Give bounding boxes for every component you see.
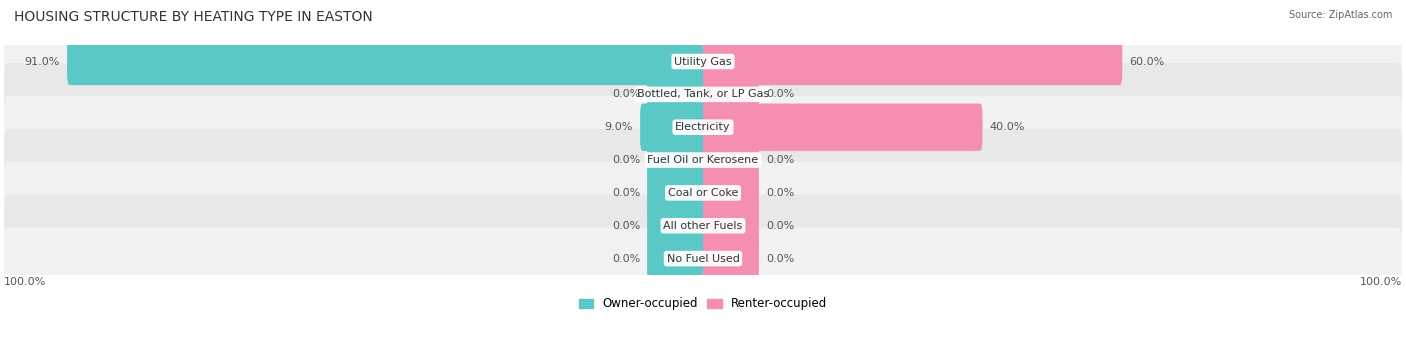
FancyBboxPatch shape	[647, 169, 703, 217]
FancyBboxPatch shape	[4, 63, 1402, 125]
Text: Fuel Oil or Kerosene: Fuel Oil or Kerosene	[647, 155, 759, 165]
FancyBboxPatch shape	[4, 129, 1402, 191]
Text: 40.0%: 40.0%	[990, 122, 1025, 132]
FancyBboxPatch shape	[647, 136, 703, 184]
Text: 100.0%: 100.0%	[4, 277, 46, 287]
FancyBboxPatch shape	[4, 227, 1402, 290]
Text: Source: ZipAtlas.com: Source: ZipAtlas.com	[1288, 10, 1392, 20]
Text: 0.0%: 0.0%	[612, 188, 640, 198]
Text: Utility Gas: Utility Gas	[675, 57, 731, 66]
Text: 0.0%: 0.0%	[766, 221, 794, 231]
FancyBboxPatch shape	[703, 136, 759, 184]
FancyBboxPatch shape	[67, 38, 703, 85]
Legend: Owner-occupied, Renter-occupied: Owner-occupied, Renter-occupied	[579, 297, 827, 311]
Text: 0.0%: 0.0%	[612, 221, 640, 231]
Text: 0.0%: 0.0%	[766, 254, 794, 264]
FancyBboxPatch shape	[4, 194, 1402, 257]
FancyBboxPatch shape	[4, 162, 1402, 224]
FancyBboxPatch shape	[703, 235, 759, 282]
FancyBboxPatch shape	[4, 30, 1402, 93]
FancyBboxPatch shape	[703, 169, 759, 217]
Text: 9.0%: 9.0%	[605, 122, 633, 132]
Text: All other Fuels: All other Fuels	[664, 221, 742, 231]
FancyBboxPatch shape	[703, 202, 759, 249]
Text: 0.0%: 0.0%	[766, 89, 794, 99]
Text: 0.0%: 0.0%	[612, 89, 640, 99]
FancyBboxPatch shape	[647, 71, 703, 118]
Text: No Fuel Used: No Fuel Used	[666, 254, 740, 264]
Text: 100.0%: 100.0%	[1360, 277, 1402, 287]
FancyBboxPatch shape	[640, 104, 703, 151]
FancyBboxPatch shape	[703, 71, 759, 118]
Text: 60.0%: 60.0%	[1129, 57, 1164, 66]
Text: Bottled, Tank, or LP Gas: Bottled, Tank, or LP Gas	[637, 89, 769, 99]
Text: 91.0%: 91.0%	[25, 57, 60, 66]
Text: 0.0%: 0.0%	[766, 188, 794, 198]
FancyBboxPatch shape	[647, 202, 703, 249]
FancyBboxPatch shape	[703, 104, 983, 151]
Text: HOUSING STRUCTURE BY HEATING TYPE IN EASTON: HOUSING STRUCTURE BY HEATING TYPE IN EAS…	[14, 10, 373, 24]
FancyBboxPatch shape	[647, 235, 703, 282]
FancyBboxPatch shape	[703, 38, 1122, 85]
Text: 0.0%: 0.0%	[612, 254, 640, 264]
Text: 0.0%: 0.0%	[766, 155, 794, 165]
Text: Electricity: Electricity	[675, 122, 731, 132]
FancyBboxPatch shape	[4, 96, 1402, 159]
Text: 0.0%: 0.0%	[612, 155, 640, 165]
Text: Coal or Coke: Coal or Coke	[668, 188, 738, 198]
